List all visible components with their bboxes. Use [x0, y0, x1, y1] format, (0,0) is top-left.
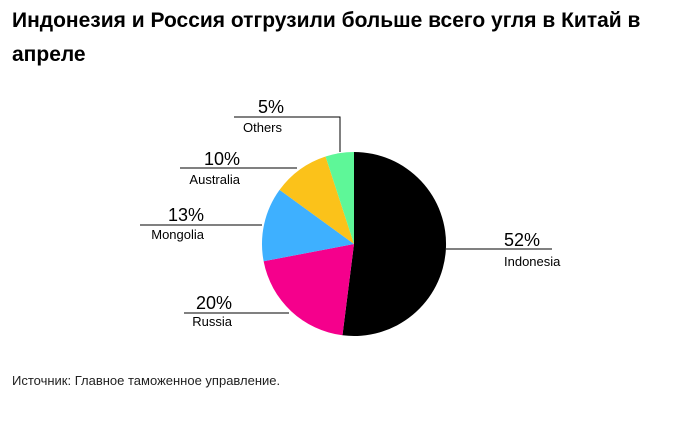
slice-name-indonesia: Indonesia: [504, 254, 561, 269]
slice-value-mongolia: 13%: [168, 205, 204, 225]
source-note: Источник: Главное таможенное управление.: [12, 373, 281, 388]
slice-name-australia: Australia: [189, 172, 240, 187]
slice-value-others: 5%: [258, 97, 284, 117]
slice-value-indonesia: 52%: [504, 230, 540, 250]
leader-line-others: [234, 116, 341, 152]
slice-name-russia: Russia: [192, 314, 233, 329]
chart-title: Индонезия и Россия отгрузили больше всег…: [12, 9, 641, 66]
pie-slice-others: [325, 152, 354, 244]
slice-name-others: Others: [243, 120, 283, 135]
pie-slices: [261, 151, 447, 336]
pie-slice-australia: [279, 156, 354, 244]
label-group-others: 5% Others: [234, 97, 341, 152]
pie-slice-mongolia: [261, 189, 354, 262]
slice-value-australia: 10%: [204, 149, 240, 169]
label-group-australia: 10% Australia: [180, 149, 297, 187]
slice-value-russia: 20%: [196, 293, 232, 313]
pie-slice-russia: [263, 244, 354, 336]
label-group-indonesia: 52% Indonesia: [446, 230, 561, 269]
pie-slice-indonesia: [342, 151, 447, 336]
label-group-russia: 20% Russia: [184, 293, 289, 329]
slice-name-mongolia: Mongolia: [151, 227, 205, 242]
label-group-mongolia: 13% Mongolia: [140, 205, 262, 242]
